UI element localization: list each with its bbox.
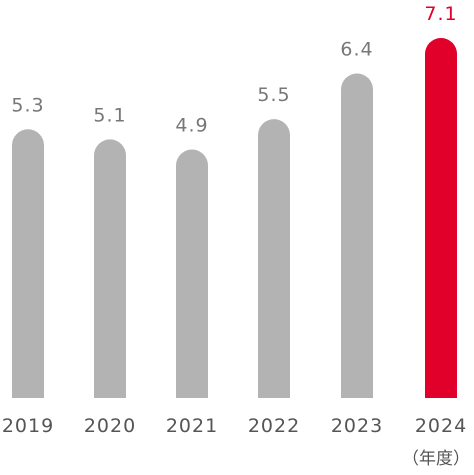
value-label-2021: 4.9 xyxy=(175,115,208,137)
x-tick-label-2024: 2024 xyxy=(415,415,467,437)
bar-2023 xyxy=(341,73,373,399)
bar-base-2024 xyxy=(425,382,457,398)
value-label-2019: 5.3 xyxy=(11,94,44,116)
bar-2019 xyxy=(12,129,44,398)
x-tick-label-2019: 2019 xyxy=(2,415,54,437)
bar-base-2022 xyxy=(258,382,290,398)
x-tick-label-2021: 2021 xyxy=(166,415,218,437)
bars-group xyxy=(12,38,457,399)
bar-base-2023 xyxy=(341,382,373,398)
x-tick-labels-group: 2019 2020 2021 2022 2023 2024 xyxy=(2,415,467,437)
value-label-2023: 6.4 xyxy=(340,38,373,60)
x-unit-label: （年度） xyxy=(402,449,470,469)
bar-2024 xyxy=(425,38,457,398)
x-tick-label-2022: 2022 xyxy=(248,415,300,437)
value-labels-group: 5.3 5.1 4.9 5.5 6.4 7.1 xyxy=(11,3,457,137)
bar-2020 xyxy=(94,139,126,398)
bar-2022 xyxy=(258,119,290,398)
bar-base-2021 xyxy=(176,382,208,398)
value-label-2020: 5.1 xyxy=(93,104,126,126)
x-tick-label-2023: 2023 xyxy=(331,415,383,437)
bar-2021 xyxy=(176,149,208,398)
value-label-2022: 5.5 xyxy=(257,84,290,106)
bar-base-2020 xyxy=(94,382,126,398)
value-label-2024: 7.1 xyxy=(424,3,457,25)
x-tick-label-2020: 2020 xyxy=(84,415,136,437)
bar-base-2019 xyxy=(12,382,44,398)
